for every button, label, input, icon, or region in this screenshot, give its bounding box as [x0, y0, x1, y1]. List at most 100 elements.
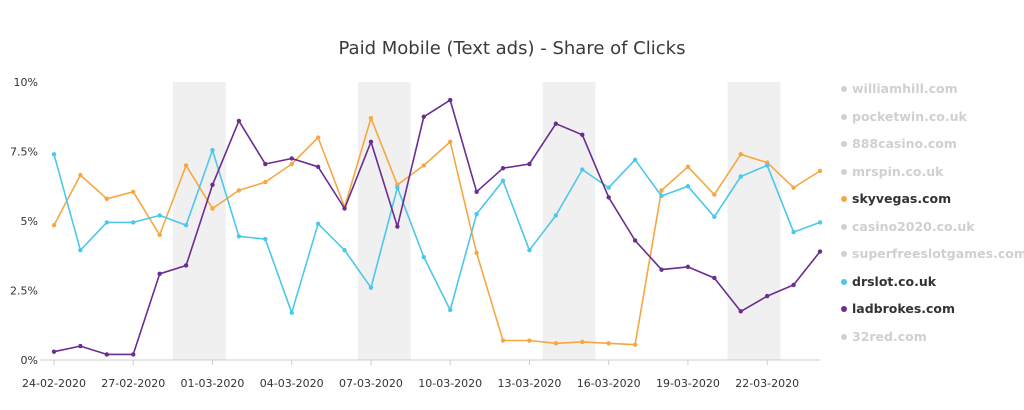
data-point-ladbrokes-com	[183, 263, 189, 268]
x-tick-label: 04-03-2020	[260, 377, 324, 390]
x-axis-ticks: 24-02-2020 27-02-2020 01-03-2020 04-03-2020…	[22, 360, 799, 390]
data-point-drslot-co-uk	[712, 214, 717, 220]
data-point-skyvegas-com	[289, 161, 294, 167]
legend-item[interactable]: ladbrokes.com	[840, 301, 1020, 329]
data-point-ladbrokes-com	[104, 352, 110, 357]
data-point-drslot-co-uk	[448, 307, 453, 313]
weekend-band	[727, 82, 781, 360]
data-point-skyvegas-com	[183, 163, 189, 168]
legend-dot-icon	[841, 196, 847, 202]
x-tick-label: 07-03-2020	[339, 377, 403, 390]
data-point-skyvegas-com	[791, 185, 796, 190]
data-point-drslot-co-uk	[817, 220, 823, 225]
legend-item[interactable]: pocketwin.co.uk	[840, 109, 1020, 137]
legend-dot-icon	[841, 251, 847, 257]
data-point-ladbrokes-com	[738, 309, 743, 314]
data-point-ladbrokes-com	[632, 238, 638, 243]
data-point-skyvegas-com	[659, 188, 664, 193]
data-point-skyvegas-com	[368, 115, 374, 121]
data-point-ladbrokes-com	[712, 275, 717, 281]
legend-item[interactable]: drslot.co.uk	[840, 274, 1020, 302]
x-tick-label: 19-03-2020	[656, 377, 720, 390]
data-point-ladbrokes-com	[527, 161, 532, 167]
data-point-skyvegas-com	[104, 196, 110, 201]
data-point-ladbrokes-com	[500, 165, 506, 171]
data-point-drslot-co-uk	[342, 247, 347, 253]
legend-item[interactable]: skyvegas.com	[840, 191, 1020, 219]
legend-item[interactable]: mrspin.co.uk	[840, 164, 1020, 192]
data-point-skyvegas-com	[685, 164, 691, 169]
data-point-drslot-co-uk	[685, 184, 691, 189]
data-point-skyvegas-com	[131, 189, 136, 195]
x-tick-label: 13-03-2020	[497, 377, 561, 390]
data-point-drslot-co-uk	[553, 213, 559, 218]
data-point-ladbrokes-com	[553, 121, 559, 126]
series-line-skyvegas-com	[53, 117, 821, 346]
data-point-drslot-co-uk	[738, 174, 743, 179]
data-point-drslot-co-uk	[157, 213, 162, 218]
data-point-ladbrokes-com	[474, 189, 479, 195]
data-point-skyvegas-com	[712, 192, 717, 197]
legend-item[interactable]: 888casino.com	[840, 136, 1020, 164]
x-tick-label: 27-02-2020	[101, 377, 165, 390]
legend-label: skyvegas.com	[852, 191, 952, 206]
data-point-skyvegas-com	[500, 338, 506, 343]
data-point-ladbrokes-com	[342, 206, 347, 211]
data-point-drslot-co-uk	[791, 229, 796, 235]
y-tick-label: 2.5%	[10, 285, 38, 298]
data-point-skyvegas-com	[157, 232, 162, 238]
weekend-band	[542, 82, 596, 360]
legend-label: 32red.com	[852, 328, 927, 344]
data-point-ladbrokes-com	[315, 164, 321, 169]
data-point-drslot-co-uk	[78, 247, 83, 253]
data-point-ladbrokes-com	[368, 139, 374, 144]
data-point-skyvegas-com	[738, 152, 743, 157]
y-tick-label: 7.5%	[10, 146, 38, 159]
y-tick-label: 5%	[21, 215, 38, 228]
series-group	[51, 97, 823, 357]
data-point-ladbrokes-com	[51, 349, 57, 354]
data-point-ladbrokes-com	[606, 195, 611, 200]
legend-dot-icon	[841, 306, 847, 312]
data-point-skyvegas-com	[210, 206, 215, 211]
data-point-drslot-co-uk	[210, 147, 215, 153]
data-point-skyvegas-com	[606, 341, 611, 346]
data-point-skyvegas-com	[474, 250, 479, 256]
legend-dot-icon	[841, 86, 847, 92]
legend-dot-icon	[841, 333, 847, 340]
data-point-drslot-co-uk	[51, 152, 57, 157]
data-point-drslot-co-uk	[289, 310, 294, 315]
data-point-skyvegas-com	[315, 135, 321, 140]
data-point-ladbrokes-com	[685, 264, 691, 270]
data-point-drslot-co-uk	[606, 185, 611, 190]
legend-item[interactable]: williamhill.com	[840, 81, 1020, 109]
legend-item[interactable]: 32red.com	[840, 329, 1020, 357]
legend-dot-icon	[841, 141, 847, 147]
data-point-drslot-co-uk	[474, 211, 479, 217]
data-point-skyvegas-com	[448, 139, 453, 144]
x-tick-label: 10-03-2020	[418, 377, 482, 390]
data-point-skyvegas-com	[421, 163, 426, 168]
data-point-ladbrokes-com	[580, 132, 585, 138]
legend: williamhill.com pocketwin.co.uk 888casino.…	[840, 81, 1024, 357]
x-tick-label: 24-02-2020	[22, 377, 86, 390]
legend-label: mrspin.co.uk	[852, 163, 944, 179]
data-point-drslot-co-uk	[236, 234, 242, 239]
data-point-drslot-co-uk	[659, 193, 664, 199]
legend-label: casino2020.co.uk	[852, 218, 975, 234]
data-point-skyvegas-com	[236, 188, 242, 193]
legend-label: drslot.co.uk	[852, 273, 937, 289]
data-point-drslot-co-uk	[632, 157, 638, 163]
data-point-skyvegas-com	[580, 339, 585, 345]
legend-item[interactable]: superfreeslotgames.com	[840, 246, 1024, 274]
weekend-band	[357, 82, 411, 360]
data-point-drslot-co-uk	[131, 220, 136, 225]
data-point-drslot-co-uk	[263, 236, 268, 242]
data-point-drslot-co-uk	[527, 247, 532, 253]
data-point-drslot-co-uk	[764, 163, 770, 168]
data-point-skyvegas-com	[51, 222, 57, 228]
legend-item[interactable]: casino2020.co.uk	[840, 219, 1020, 247]
data-point-drslot-co-uk	[395, 185, 400, 190]
data-point-ladbrokes-com	[157, 271, 162, 277]
